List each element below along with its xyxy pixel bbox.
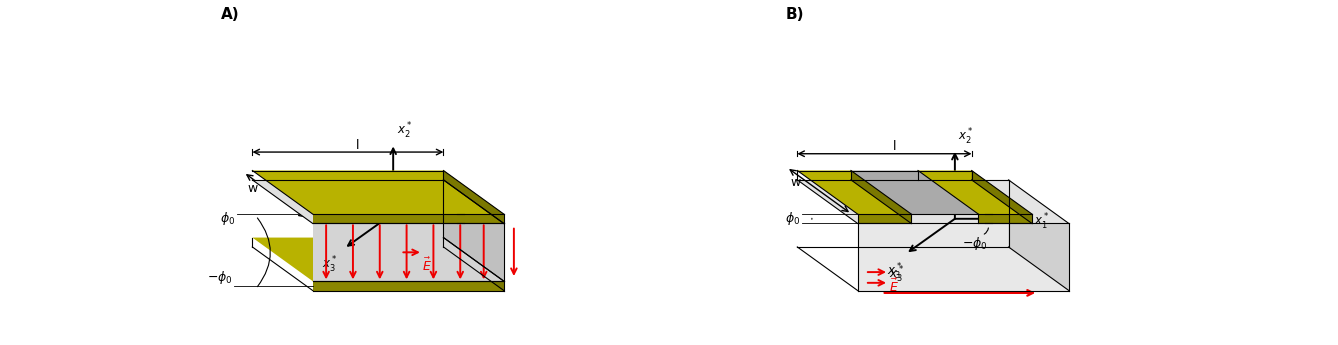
Text: w: w xyxy=(791,176,800,189)
Polygon shape xyxy=(313,214,504,224)
Text: B): B) xyxy=(785,7,804,22)
Text: l: l xyxy=(356,139,360,152)
Polygon shape xyxy=(797,170,911,214)
Polygon shape xyxy=(797,180,1069,224)
Text: $\phi_0$: $\phi_0$ xyxy=(785,210,800,227)
Polygon shape xyxy=(253,170,504,214)
Polygon shape xyxy=(443,170,504,224)
Text: $x^*_1$: $x^*_1$ xyxy=(472,206,487,226)
Text: $e_p$: $e_p$ xyxy=(467,211,482,226)
Text: $x^*_3$: $x^*_3$ xyxy=(321,255,337,275)
Text: $x^*_3$: $x^*_3$ xyxy=(887,263,902,283)
Polygon shape xyxy=(443,180,504,281)
Text: $\phi_0$: $\phi_0$ xyxy=(221,210,235,227)
Text: A): A) xyxy=(221,7,240,22)
Text: l: l xyxy=(892,140,896,154)
Text: $x^*_2$: $x^*_2$ xyxy=(396,121,412,141)
Text: $x^*_3$: $x^*_3$ xyxy=(890,265,904,285)
Polygon shape xyxy=(443,238,504,290)
Polygon shape xyxy=(971,170,1032,224)
Text: $\vec{E}$: $\vec{E}$ xyxy=(421,256,432,274)
Polygon shape xyxy=(858,224,1069,290)
Text: $\vec{E}$: $\vec{E}$ xyxy=(890,277,899,295)
Polygon shape xyxy=(1009,180,1069,290)
Polygon shape xyxy=(978,214,1032,224)
Polygon shape xyxy=(313,281,504,290)
Polygon shape xyxy=(253,180,504,224)
Polygon shape xyxy=(851,170,978,214)
Text: $x^*_2$: $x^*_2$ xyxy=(958,127,974,147)
Polygon shape xyxy=(253,238,504,281)
Text: w: w xyxy=(248,182,257,195)
Polygon shape xyxy=(918,170,1032,214)
Polygon shape xyxy=(313,224,504,281)
Polygon shape xyxy=(851,170,911,224)
Text: $x^*_1$: $x^*_1$ xyxy=(1034,211,1049,231)
Text: $-\phi_0$: $-\phi_0$ xyxy=(962,235,987,252)
Text: $-\phi_0$: $-\phi_0$ xyxy=(206,269,233,286)
Text: $e_p$: $e_p$ xyxy=(995,211,1010,226)
Polygon shape xyxy=(858,214,911,224)
